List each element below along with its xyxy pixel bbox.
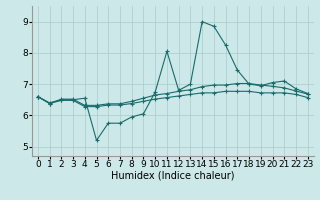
X-axis label: Humidex (Indice chaleur): Humidex (Indice chaleur) [111,171,235,181]
